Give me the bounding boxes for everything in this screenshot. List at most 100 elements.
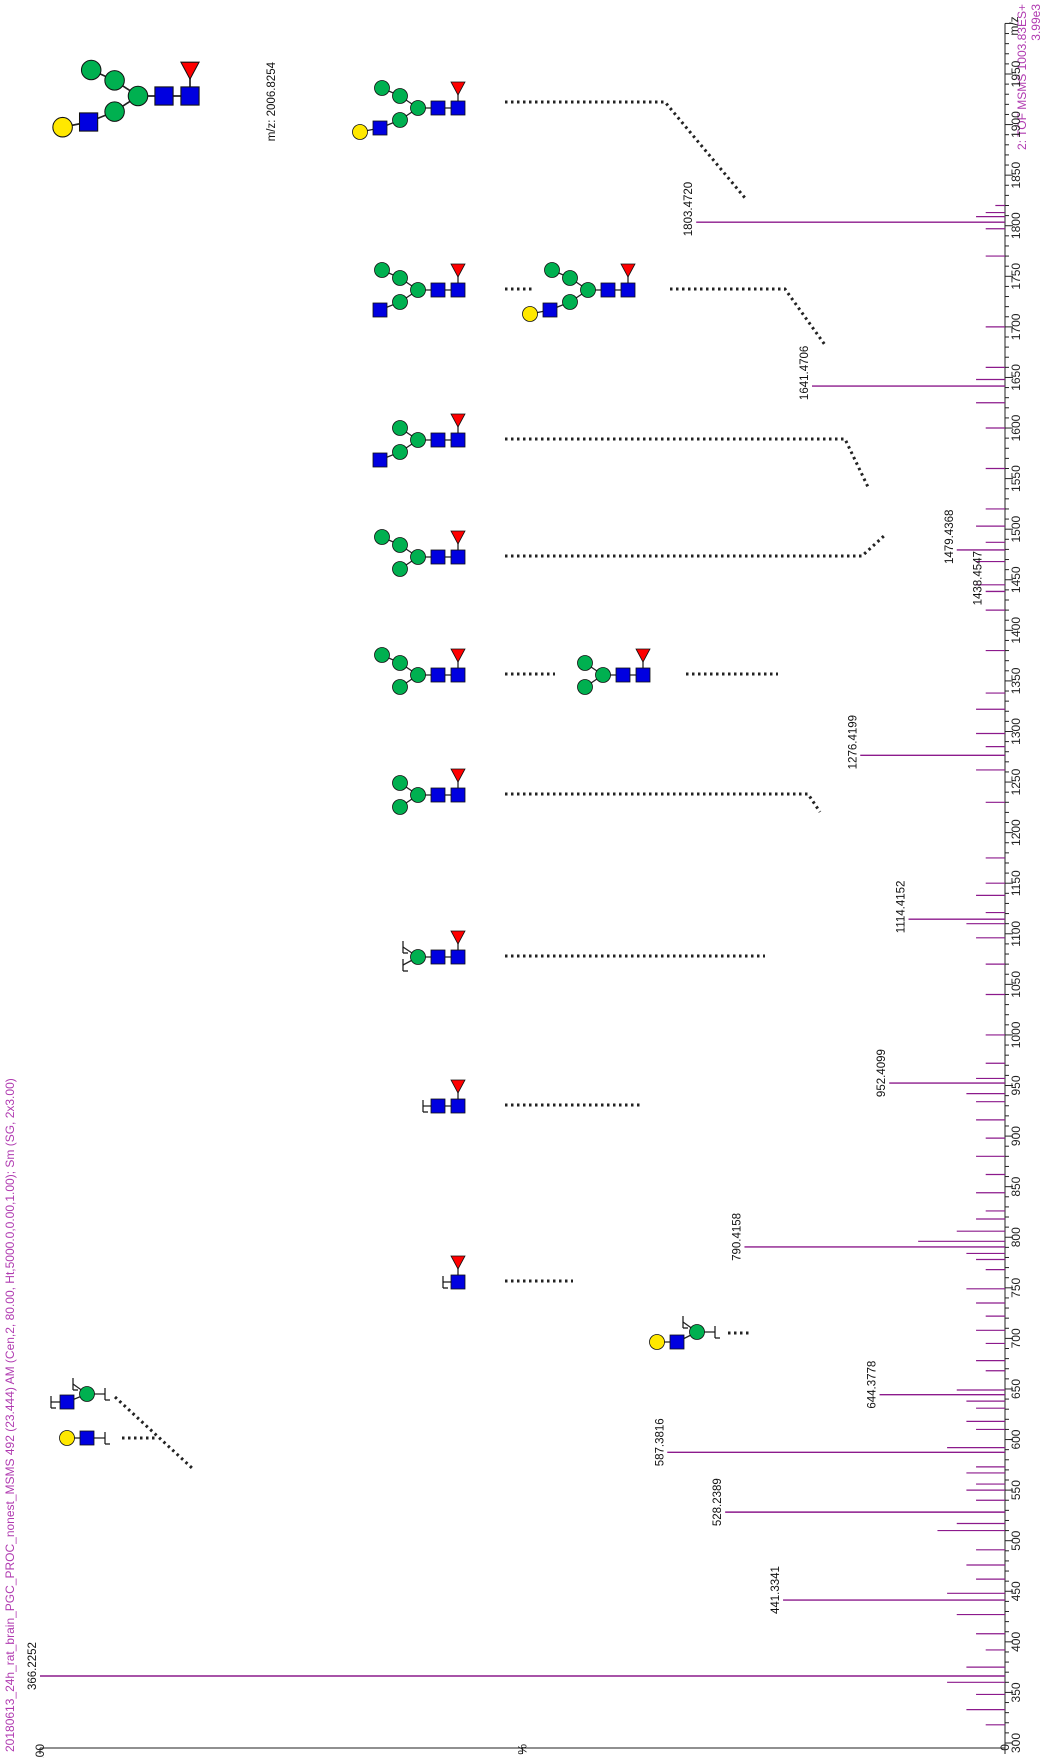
- glycan-1479: [372, 413, 466, 468]
- x-tick-label: 1250: [1009, 768, 1023, 795]
- peak-labels: 366.2252 441.3341 528.2389 587.3816 644.3778…: [27, 182, 985, 1690]
- cleavage-mark: [50, 1396, 56, 1409]
- mannose-circle: [595, 667, 611, 683]
- glcnac-square: [372, 120, 388, 136]
- x-tick-label: 1600: [1009, 414, 1023, 441]
- glcnac-square: [600, 282, 616, 298]
- x-tick-label: 1150: [1009, 870, 1023, 896]
- x-tick-label: 1050: [1009, 971, 1023, 998]
- glycan-1276-a: [374, 647, 466, 695]
- mannose-circle: [374, 529, 390, 545]
- peak-mz-label: 1803.4720: [683, 182, 695, 236]
- header: 2: TOF MSMS 1003.83ES+ 3.99e3 20180613_2…: [3, 4, 1043, 1752]
- glcnac-square: [372, 452, 388, 468]
- mannose-circle: [392, 561, 408, 577]
- x-tick-label: 1750: [1009, 263, 1023, 290]
- y-tick-label: 100: [33, 1744, 47, 1758]
- x-tick-label: 1850: [1009, 161, 1023, 188]
- galactose-circle: [59, 1430, 75, 1446]
- mannose-circle: [410, 949, 426, 965]
- peak-mz-label: 587.3816: [654, 1418, 666, 1466]
- glcnac-square: [59, 1394, 75, 1410]
- peak-mz-label: 790.4158: [731, 1213, 743, 1261]
- peak-mz-label: 1438.4547: [973, 551, 985, 605]
- galactose-circle: [52, 116, 73, 138]
- x-tick-label: 1500: [1009, 516, 1023, 543]
- mannose-circle: [79, 1386, 95, 1402]
- galactose-circle: [352, 124, 368, 140]
- glcnac-square: [430, 432, 446, 448]
- link-366-a: [113, 1395, 194, 1470]
- glcnac-square: [78, 112, 99, 132]
- glcnac-square: [615, 667, 631, 683]
- mannose-circle: [577, 679, 593, 695]
- glcnac-square: [430, 1098, 446, 1114]
- link-1114: [505, 792, 822, 813]
- peak-mz-label: 1114.4152: [896, 881, 908, 934]
- cleavage-mark: [682, 1316, 688, 1329]
- x-tick-label: 800: [1009, 1227, 1023, 1247]
- x-tick-label: 1700: [1009, 313, 1023, 340]
- peak-mz-label: 366.2252: [27, 1642, 39, 1690]
- glcnac-square: [430, 100, 446, 116]
- glcnac-square: [430, 667, 446, 683]
- mannose-circle: [374, 80, 390, 96]
- mannose-circle: [392, 655, 408, 671]
- x-tick-label: 400: [1009, 1632, 1023, 1652]
- glycan-587: [442, 1255, 466, 1290]
- mannose-circle: [562, 294, 578, 310]
- glycan-790: [422, 1079, 466, 1114]
- peak-mz-label: 441.3341: [770, 1566, 782, 1614]
- mannose-circle: [392, 294, 408, 310]
- fucose-triangle: [450, 263, 466, 278]
- mannose-circle: [374, 262, 390, 278]
- glcnac-square: [450, 949, 466, 965]
- y-tick-label: 0: [998, 1744, 1012, 1751]
- x-tick-label: 1200: [1009, 819, 1023, 846]
- mannose-circle: [392, 775, 408, 791]
- mannose-circle: [127, 85, 149, 107]
- link-1438: [505, 533, 887, 558]
- glcnac-square: [430, 549, 446, 565]
- mannose-circle: [410, 787, 426, 803]
- fucose-triangle: [450, 930, 466, 945]
- peak-mz-label: 1479.4368: [944, 510, 956, 564]
- mannose-circle: [689, 1324, 705, 1340]
- x-tick-label: 1100: [1009, 921, 1023, 947]
- fucose-triangle: [450, 1079, 466, 1094]
- galactose-circle: [522, 306, 538, 322]
- glycan-952: [402, 930, 466, 972]
- mannose-circle: [410, 549, 426, 565]
- glycan-1438: [374, 529, 466, 577]
- x-tick-label: 1650: [1009, 364, 1023, 391]
- mannose-circle: [562, 270, 578, 286]
- x-tick-label: 350: [1009, 1682, 1023, 1702]
- cleavage-mark: [104, 1432, 110, 1445]
- precursor-mz-label: m/z: 2006.8254: [266, 61, 278, 141]
- mannose-circle: [104, 101, 125, 122]
- peaks: [40, 204, 1005, 1726]
- glcnac-square: [430, 949, 446, 965]
- mannose-circle: [544, 262, 560, 278]
- glcnac-square: [620, 282, 636, 298]
- x-tick-label: 450: [1009, 1581, 1023, 1601]
- x-tick-label: 1450: [1009, 566, 1023, 593]
- glycan-366-b: [59, 1430, 110, 1446]
- glycan-528: [649, 1316, 720, 1350]
- glcnac-square: [450, 1274, 466, 1290]
- intensity-label: 3.99e3: [1029, 4, 1043, 41]
- x-tick-label: 1800: [1009, 212, 1023, 239]
- fucose-triangle: [450, 768, 466, 783]
- mannose-circle: [392, 679, 408, 695]
- glcnac-square: [450, 787, 466, 803]
- peak-mz-label: 952.4099: [876, 1049, 888, 1097]
- glcnac-square: [635, 667, 651, 683]
- peak-mz-label: 528.2389: [712, 1478, 724, 1526]
- link-1803: [505, 100, 747, 199]
- glcnac-square: [372, 302, 388, 318]
- glcnac-square: [450, 1098, 466, 1114]
- experiment-label: 2: TOF MSMS 1003.83ES+: [1015, 4, 1029, 150]
- mannose-circle: [410, 282, 426, 298]
- mannose-circle: [410, 432, 426, 448]
